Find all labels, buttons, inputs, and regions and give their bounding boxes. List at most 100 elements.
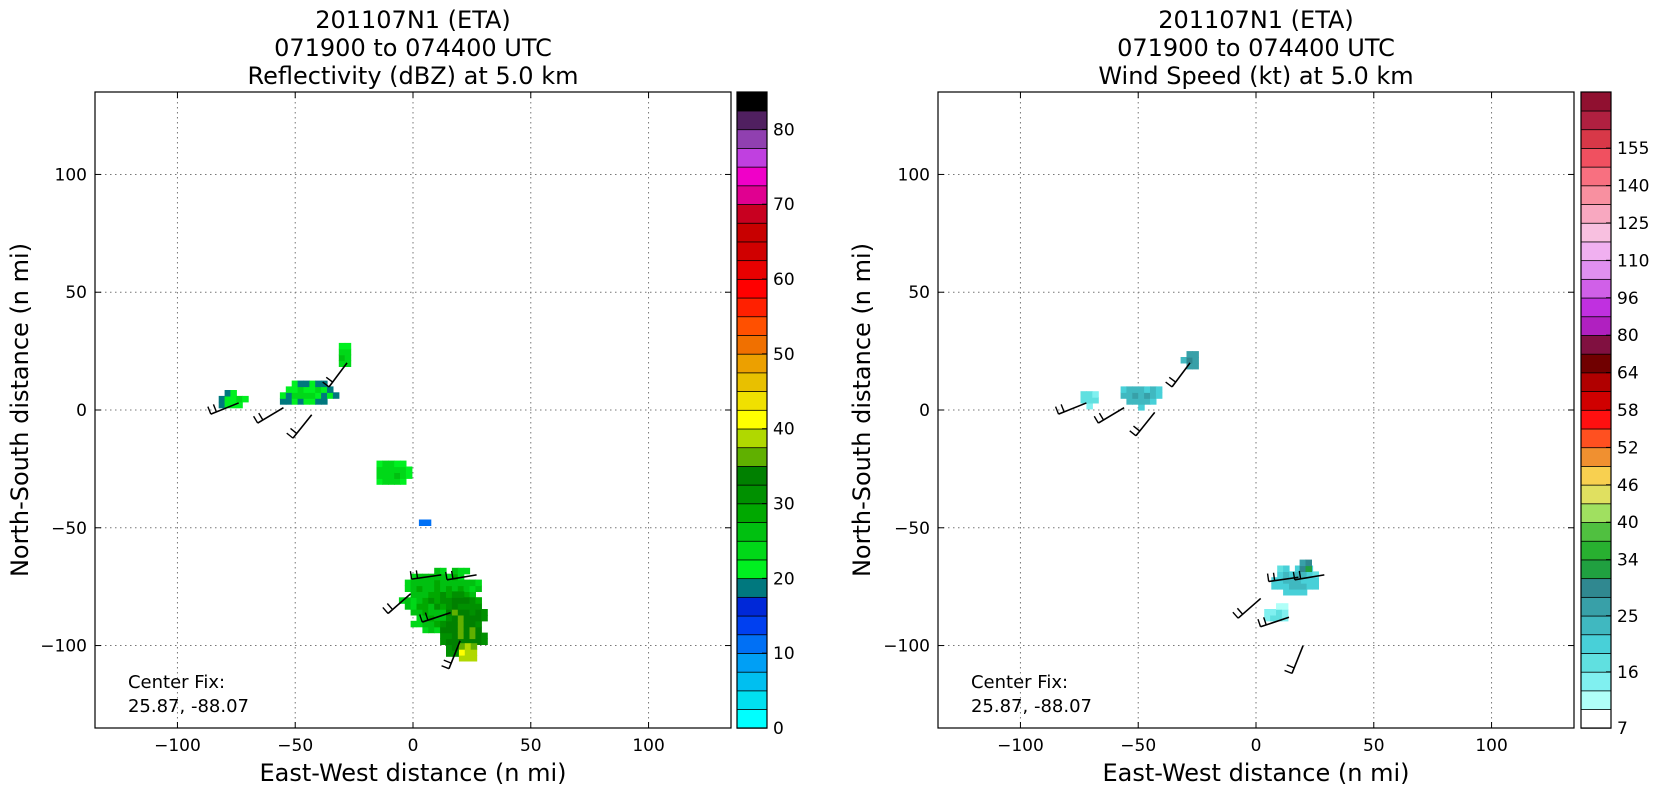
wind-barb-flag (325, 376, 334, 383)
field-cell (1300, 589, 1308, 596)
field-cell (418, 519, 426, 526)
colorbar-swatch (736, 708, 768, 729)
field-cell (422, 603, 429, 610)
field-cell (446, 591, 453, 598)
field-cell (1092, 397, 1099, 404)
colorbar-swatch (736, 390, 768, 411)
colorbar-swatch (1580, 147, 1612, 168)
colorbar-swatch (736, 652, 768, 673)
wind-barb-staff (328, 362, 348, 388)
colorbar-swatch (736, 110, 768, 131)
field-cell (344, 348, 352, 356)
field-cell (440, 579, 447, 587)
colorbar-tick-label: 58 (1617, 401, 1639, 421)
field-cell (303, 398, 310, 405)
field-cell (1132, 398, 1139, 405)
colorbar-swatch (736, 484, 768, 505)
field-cell (469, 597, 476, 604)
field-cell (1086, 397, 1093, 404)
wind-barb-flag (1165, 381, 1173, 388)
colorbar: 0 10 20 30 40 50 60 70 80 (736, 91, 795, 739)
field-cell (1144, 392, 1151, 399)
field-cell (440, 620, 447, 628)
field-cell (457, 603, 465, 610)
field-cell (405, 466, 413, 473)
field-cell (285, 398, 293, 405)
field-cell (1294, 565, 1302, 572)
field-cell (236, 395, 243, 403)
field-cell (451, 573, 459, 581)
field-cell (434, 620, 441, 628)
wind-barb (1284, 645, 1304, 675)
field-cell (327, 386, 334, 393)
wind-barb-flag (1284, 669, 1293, 675)
field-cell (470, 649, 478, 656)
field-cell (404, 579, 412, 587)
field-cell (451, 614, 459, 622)
field-cell (309, 392, 316, 399)
field-cell (1186, 351, 1193, 358)
wind-barb-flag (1054, 406, 1060, 415)
field-cell (388, 460, 395, 468)
wind-barb-staff (1268, 576, 1299, 583)
field-cell (416, 591, 423, 598)
field-cell (457, 567, 465, 575)
field-cell (457, 609, 465, 616)
field-cell (416, 620, 423, 628)
field-cell (297, 392, 305, 399)
wind-barb-flag (253, 415, 259, 424)
field-cell (338, 354, 346, 362)
y-tick-label: −100 (40, 637, 87, 657)
wind-barb (253, 406, 284, 424)
field-cell (410, 620, 418, 628)
colorbar-swatch (1580, 652, 1612, 673)
field-cell (469, 591, 476, 598)
field-cell (457, 614, 465, 622)
field-cell (434, 567, 441, 575)
field-cell (446, 603, 453, 610)
wind-barb-flag (441, 665, 450, 670)
colorbar-swatch (1580, 129, 1612, 149)
field-cell (1306, 571, 1314, 578)
field-cell (469, 626, 476, 634)
colorbar-swatch (736, 241, 768, 262)
field-cell (1283, 583, 1290, 590)
field-cell (376, 460, 383, 468)
colorbar-tick-label: 34 (1617, 551, 1639, 571)
chart-title-line: 201107N1 (ETA) (1158, 6, 1354, 34)
field-cell (416, 585, 423, 592)
field-cell (451, 579, 459, 587)
field-cell (285, 392, 293, 399)
field-cell (410, 597, 418, 604)
field-cell (400, 460, 407, 468)
field-cell (416, 573, 423, 581)
field-cell (446, 597, 453, 604)
field-cell (315, 386, 322, 393)
field-cell (463, 585, 471, 592)
field-cell (285, 386, 293, 393)
field-cell (400, 478, 407, 485)
y-tick-label: −50 (51, 519, 87, 539)
field-cell (422, 609, 429, 616)
field-cell (1305, 565, 1312, 572)
field-cell (428, 603, 435, 610)
field-cell (434, 591, 441, 598)
colorbar-swatch (1580, 615, 1612, 636)
wind-barb-staff (1097, 406, 1125, 424)
colorbar-tick-label: 64 (1617, 364, 1639, 384)
field-cell (1120, 392, 1128, 399)
field-cell (297, 380, 305, 388)
wind-barb-flag (1266, 573, 1270, 582)
wind-barb-flag (415, 570, 419, 579)
x-tick-label: 50 (520, 736, 542, 756)
field-cell (440, 585, 447, 592)
colorbar-swatch (1580, 297, 1612, 318)
wind-barb-flag (1168, 376, 1177, 383)
colorbar-tick-label: 50 (773, 345, 795, 365)
field-cell (224, 401, 232, 409)
field-cell (1080, 391, 1087, 398)
colorbar-swatch (736, 147, 768, 168)
colorbar-swatch (1580, 203, 1612, 224)
wind-barb-flag (286, 432, 294, 439)
field-cell (388, 466, 395, 473)
